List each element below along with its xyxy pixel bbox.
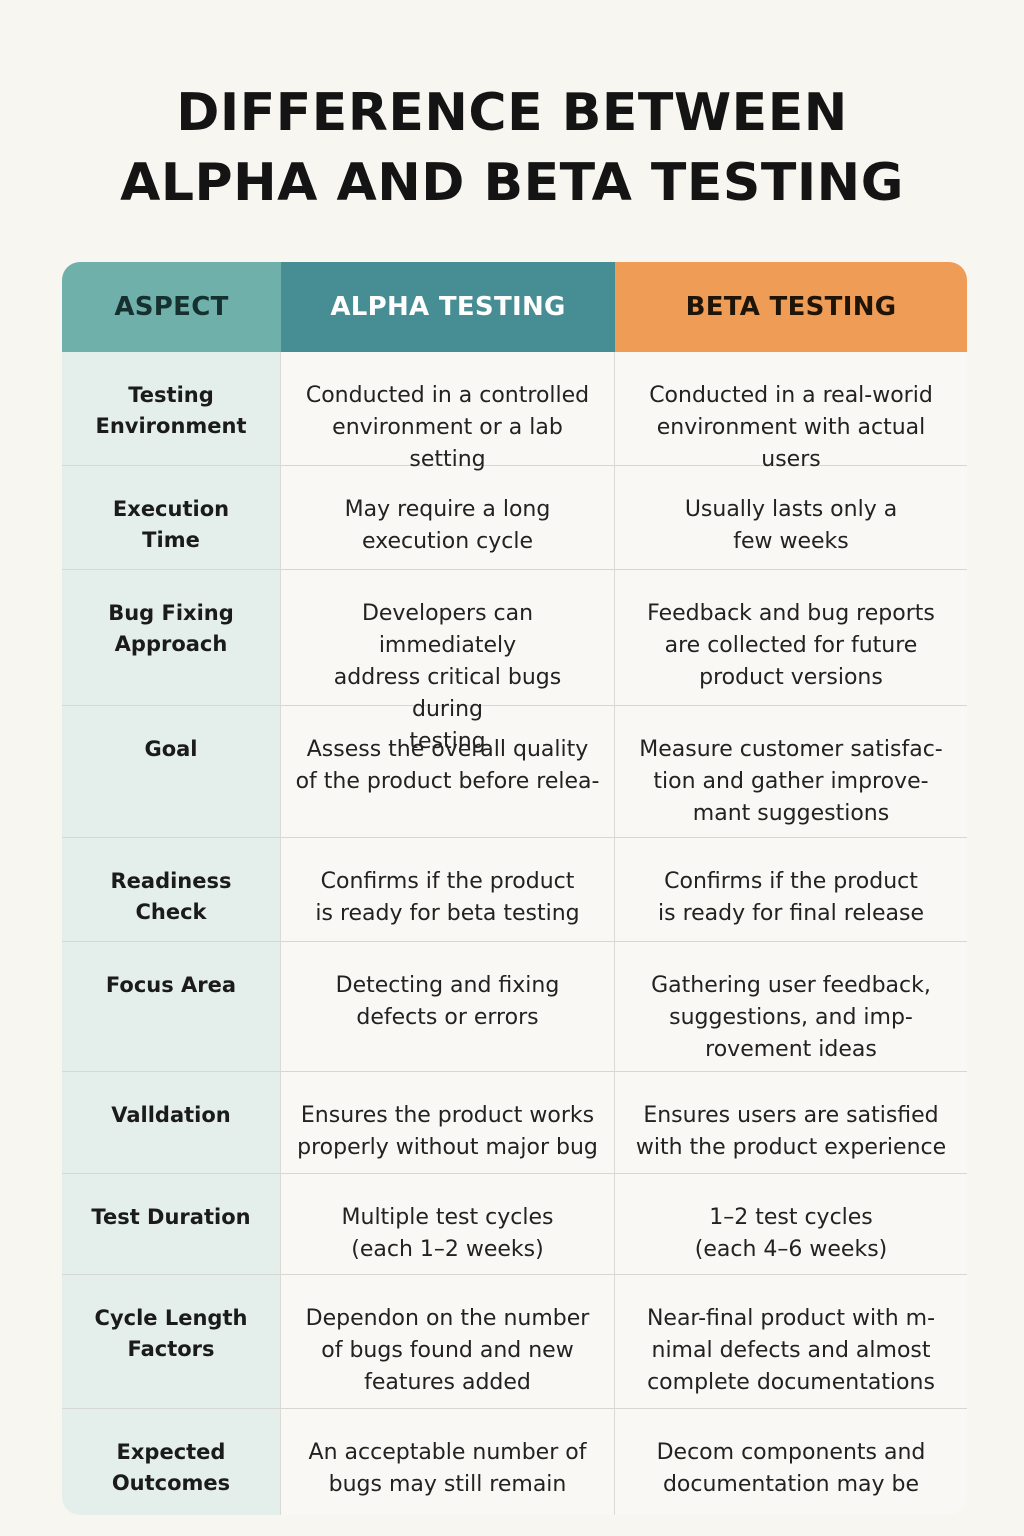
aspect-cell: Bug Fixing Approach [62,570,281,706]
aspect-cell: Cycle Length Factors [62,1275,281,1409]
beta-cell: Conducted in a real-worid environment wi… [615,352,967,472]
beta-cell: Ensures users are satisfied with the pro… [615,1072,967,1174]
alpha-cell: Assess the overall quality of the produc… [281,706,615,838]
alpha-cell: An acceptable number of bugs may still r… [281,1409,615,1515]
beta-cell: 1–2 test cycles (each 4–6 weeks) [615,1174,967,1275]
beta-cell: Feedback and bug reports are collected f… [615,570,967,706]
beta-cell: Near-final product with m- nimal defects… [615,1275,967,1409]
alpha-cell: Ensures the product works properly witho… [281,1072,615,1174]
alpha-cell: Detecting and fixing defects or errors [281,942,615,1072]
aspect-cell: Expected Outcomes [62,1409,281,1515]
header-beta-testing: BETA TESTING [615,262,967,352]
beta-cell: Gathering user feedback, suggestions, an… [615,942,967,1072]
beta-cell: Measure customer satisfac- tion and gath… [615,706,967,838]
alpha-cell: May require a long execution cycle [281,466,615,570]
aspect-cell: Focus Area [62,942,281,1072]
title-line-2: ALPHA AND BETA TESTING [120,153,904,213]
alpha-cell: Confirms if the product is ready for bet… [281,838,615,942]
alpha-cell: Conducted in a controlled environment or… [281,352,615,472]
beta-cell: Usually lasts only a few weeks [615,466,967,570]
alpha-cell: Multiple test cycles (each 1–2 weeks) [281,1174,615,1275]
aspect-cell: Readiness Check [62,838,281,942]
aspect-cell: Goal [62,706,281,838]
page-title: DIFFERENCE BETWEEN ALPHA AND BETA TESTIN… [0,78,1024,218]
alpha-cell: Developers can immediately address criti… [281,570,615,754]
header-aspect: ASPECT [62,262,281,352]
aspect-cell: Testing Environment [62,352,281,466]
comparison-table: ASPECT ALPHA TESTING BETA TESTING Testin… [62,262,967,1515]
beta-cell: Decom components and documentation may b… [656,1440,926,1497]
aspect-cell: Execution Time [62,466,281,570]
alpha-cell: Dependon on the number of bugs found and… [281,1275,615,1409]
header-alpha-testing: ALPHA TESTING [281,262,615,352]
beta-cell: Confirms if the product is ready for fin… [615,838,967,942]
aspect-cell: Valldation [62,1072,281,1174]
aspect-cell: Test Duration [62,1174,281,1275]
title-line-1: DIFFERENCE BETWEEN [176,83,848,143]
